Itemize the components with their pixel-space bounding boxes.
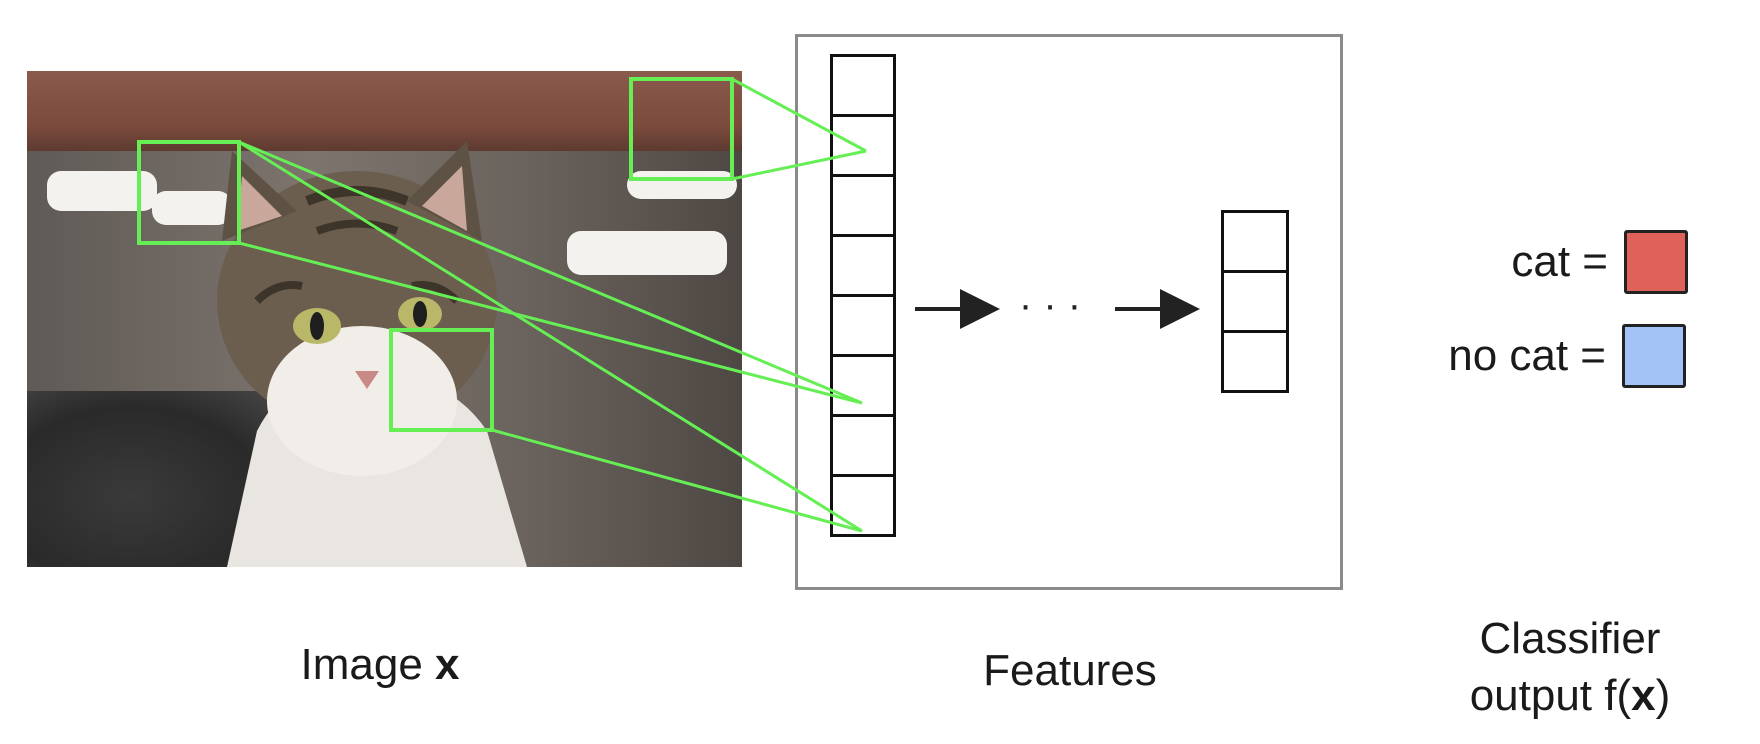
image-caption-text: Image xyxy=(300,640,436,689)
feature-cell xyxy=(830,114,896,177)
roof-region xyxy=(27,71,742,151)
classifier-caption-line2: output f(x) xyxy=(1440,667,1700,724)
feature-cell xyxy=(830,294,896,357)
output-cell xyxy=(1221,210,1289,273)
feature-vector xyxy=(830,54,896,537)
classifier-caption: Classifier output f(x) xyxy=(1440,610,1700,724)
classifier-caption-suffix: ) xyxy=(1655,671,1671,721)
legend-no-cat: no cat = xyxy=(1406,324,1686,388)
cat-illustration xyxy=(217,141,527,567)
feature-cell xyxy=(830,414,896,477)
image-caption-var: x xyxy=(435,640,460,689)
output-cell xyxy=(1221,270,1289,333)
feature-cell xyxy=(830,474,896,537)
cat-color-swatch xyxy=(1624,230,1688,294)
no-cat-color-swatch xyxy=(1622,324,1686,388)
classifier-caption-prefix: output f( xyxy=(1469,671,1632,721)
classifier-caption-line1: Classifier xyxy=(1479,614,1661,663)
features-caption: Features xyxy=(983,646,1157,695)
classifier-caption-var: x xyxy=(1631,671,1656,721)
legend-label-cat: cat = xyxy=(1511,237,1608,286)
output-cell xyxy=(1221,330,1289,393)
legend-cat: cat = xyxy=(1408,230,1688,294)
output-vector xyxy=(1221,210,1289,393)
feature-cell xyxy=(830,354,896,417)
legend-label-no-cat: no cat = xyxy=(1448,331,1606,380)
image-caption: Image x xyxy=(260,636,500,693)
feature-cell xyxy=(830,54,896,117)
cat-photo xyxy=(27,71,742,567)
feature-cell xyxy=(830,234,896,297)
feature-cell xyxy=(830,174,896,237)
